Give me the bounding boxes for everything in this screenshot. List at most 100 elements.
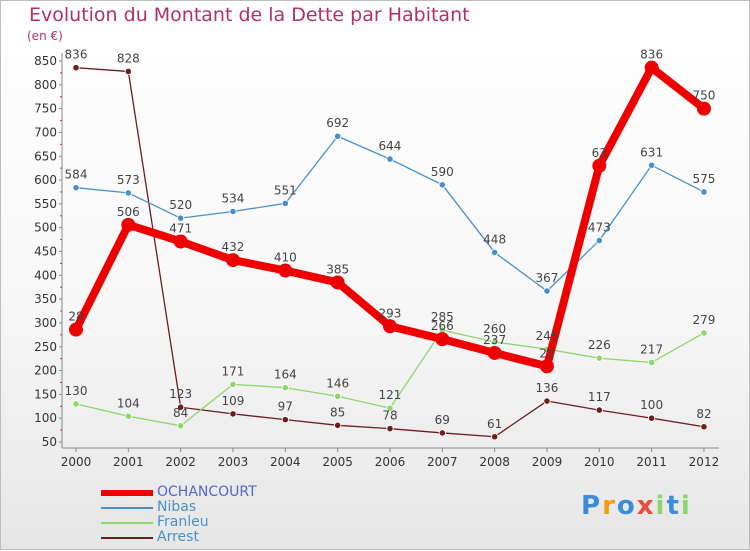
data-label-nibas: 520 (169, 198, 192, 212)
x-tick-label: 2006 (375, 455, 406, 469)
data-label-franleu: 104 (117, 396, 140, 410)
y-tick-label: 800 (34, 78, 57, 92)
data-label-ochancourt: 20 (539, 346, 554, 360)
logo-letter: P (581, 491, 603, 521)
x-tick-label: 2000 (61, 455, 92, 469)
data-point-franleu (334, 392, 342, 400)
data-label-nibas: 448 (483, 232, 506, 246)
data-label-franleu: 226 (588, 338, 611, 352)
data-point-ochancourt (539, 359, 554, 374)
data-point-ochancourt (173, 234, 188, 249)
legend: OCHANCOURT Nibas Franleu Arrest (101, 485, 257, 545)
data-label-arrest: 836 (65, 48, 88, 62)
x-tick-label: 2010 (584, 455, 615, 469)
legend-item-nibas: Nibas (101, 500, 257, 515)
data-point-nibas (491, 248, 499, 257)
data-point-arrest (334, 421, 342, 429)
data-label-franleu: 217 (640, 342, 663, 356)
y-tick-label: 350 (34, 292, 57, 306)
y-tick-label: 600 (34, 173, 57, 187)
data-point-arrest (438, 429, 446, 437)
unit-label: (en €) (27, 29, 63, 43)
data-label-ochancourt: 750 (693, 89, 716, 103)
data-label-nibas: 590 (431, 165, 454, 179)
data-point-nibas (124, 189, 132, 197)
data-label-nibas: 631 (640, 145, 663, 159)
data-label-nibas: 473 (588, 221, 611, 235)
data-point-ochancourt (69, 322, 83, 337)
legend-label: OCHANCOURT (157, 484, 257, 500)
x-tick-label: 2001 (113, 455, 144, 469)
data-point-ochancourt (278, 263, 293, 278)
data-label-ochancourt: 432 (222, 240, 245, 254)
x-tick-label: 2003 (218, 455, 249, 469)
logo-letter: r (602, 491, 617, 521)
legend-swatch (101, 506, 153, 509)
data-point-nibas (177, 214, 185, 222)
x-tick-label: 2005 (322, 455, 353, 469)
x-tick-label: 2002 (165, 455, 196, 469)
data-point-franleu (700, 329, 708, 337)
data-point-franleu (72, 400, 80, 408)
data-point-franleu (281, 384, 289, 392)
data-point-franleu (177, 422, 185, 430)
legend-label: Franleu (157, 514, 209, 530)
data-point-franleu (229, 380, 237, 388)
data-label-franleu: 171 (222, 364, 245, 378)
logo-letter: t (666, 491, 681, 521)
x-tick-label: 2012 (689, 455, 720, 469)
data-point-franleu (595, 354, 603, 362)
y-tick-label: 850 (34, 54, 57, 68)
data-label-ochancourt: 266 (431, 319, 454, 333)
data-point-nibas (595, 236, 603, 245)
data-point-ochancourt (121, 217, 136, 232)
data-label-ochancourt: 28 (68, 310, 83, 324)
data-point-nibas (229, 207, 237, 216)
data-label-arrest: 828 (117, 51, 140, 65)
data-label-nibas: 367 (536, 271, 559, 285)
data-label-franleu: 245 (536, 329, 559, 343)
data-label-franleu: 260 (483, 322, 506, 336)
data-label-nibas: 692 (326, 116, 349, 130)
x-tick-label: 2009 (532, 455, 563, 469)
data-point-arrest (700, 423, 708, 431)
data-label-arrest: 97 (278, 400, 293, 414)
data-label-nibas: 573 (117, 173, 140, 187)
data-point-franleu (386, 404, 394, 412)
data-label-nibas: 584 (65, 168, 88, 182)
data-point-ochancourt (435, 332, 450, 347)
proxiti-logo: Proxiti (581, 491, 692, 521)
data-label-ochancourt: 63 (592, 146, 607, 160)
data-point-nibas (72, 184, 80, 192)
chart-title: Evolution du Montant de la Dette par Hab… (29, 4, 470, 26)
data-point-arrest (543, 397, 551, 405)
data-label-arrest: 78 (382, 409, 397, 423)
data-label-nibas: 575 (693, 172, 716, 186)
logo-letter: i (680, 491, 692, 521)
data-label-ochancourt: 410 (274, 251, 297, 265)
data-point-nibas (700, 188, 708, 196)
data-label-franleu: 130 (65, 384, 88, 398)
x-tick-label: 2007 (427, 455, 458, 469)
legend-label: Arrest (157, 529, 199, 545)
data-point-franleu (124, 412, 132, 420)
data-label-franleu: 285 (431, 310, 454, 324)
data-label-ochancourt: 237 (483, 333, 506, 347)
series-line-arrest (75, 67, 705, 438)
data-point-arrest (281, 416, 289, 424)
data-label-ochancourt: 836 (640, 48, 663, 62)
data-label-arrest: 117 (588, 390, 611, 404)
data-point-nibas (386, 155, 394, 163)
data-point-arrest (72, 64, 80, 72)
data-label-nibas: 644 (379, 139, 402, 153)
legend-swatch (101, 521, 153, 524)
legend-item-franleu: Franleu (101, 515, 257, 530)
y-tick-label: 550 (34, 197, 57, 211)
data-point-ochancourt (382, 319, 397, 334)
data-label-ochancourt: 506 (117, 205, 140, 219)
y-tick-label: 100 (34, 411, 57, 425)
legend-item-arrest: Arrest (101, 530, 257, 545)
y-tick-label: 250 (34, 340, 57, 354)
data-label-arrest: 85 (330, 405, 345, 419)
